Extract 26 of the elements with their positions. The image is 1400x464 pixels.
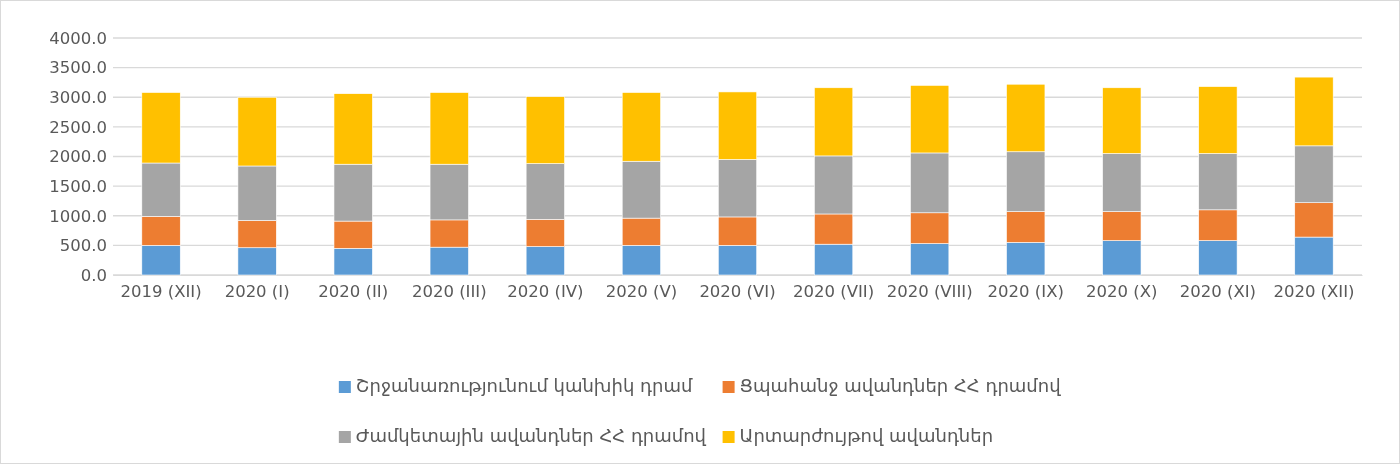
- x-tick-label: 2020 (X): [1086, 281, 1158, 301]
- legend-label: Շրջանառությունում կանխիկ դրամ: [355, 375, 693, 396]
- x-tick-label: 2019 (XII): [120, 281, 202, 301]
- x-tick-label: 2020 (VI): [699, 281, 776, 301]
- x-tick-label: 2020 (II): [318, 281, 389, 301]
- y-tick-label: 2000.0: [49, 147, 107, 167]
- x-tick-label: 2020 (XI): [1179, 281, 1257, 301]
- x-tick-label: 2020 (IV): [507, 281, 584, 301]
- x-tick-label: 2020 (XII): [1273, 281, 1355, 301]
- y-tick-label: 3500.0: [49, 58, 107, 78]
- x-tick-label: 2020 (V): [605, 281, 678, 301]
- y-tick-label: 500.0: [59, 236, 107, 256]
- legend-label: Ժամկետային ավանդներ ՀՀ դրամով: [355, 425, 707, 446]
- x-tick-label: 2020 (I): [224, 281, 290, 301]
- x-tick-label: 2020 (IX): [987, 281, 1064, 301]
- x-tick-label: 2020 (VIII): [886, 281, 973, 301]
- y-tick-label: 0.0: [80, 265, 107, 285]
- legend-label: Արտարժույթով ավանդներ: [739, 425, 994, 446]
- y-tick-label: 4000.0: [49, 28, 107, 48]
- y-tick-label: 1500.0: [49, 176, 107, 196]
- y-tick-label: 1000.0: [49, 206, 107, 226]
- x-tick-label: 2020 (III): [411, 281, 487, 301]
- x-tick-label: 2020 (VII): [793, 281, 875, 301]
- y-tick-label: 2500.0: [49, 117, 107, 137]
- legend-label: Ցպահանջ ավանդներ ՀՀ դրամով: [739, 375, 1062, 396]
- y-tick-label: 3000.0: [49, 88, 107, 108]
